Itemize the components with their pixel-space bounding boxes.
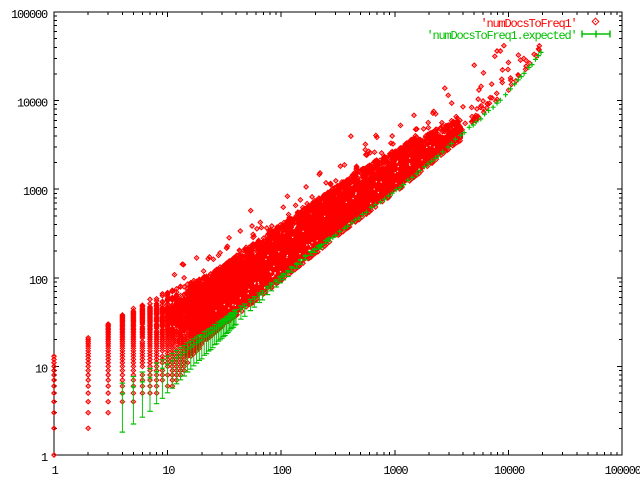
svg-text:10: 10 xyxy=(162,464,175,478)
svg-text:10000: 10000 xyxy=(494,464,525,478)
svg-text:1000: 1000 xyxy=(383,464,408,478)
svg-text:100000: 100000 xyxy=(605,464,640,478)
svg-text:100000: 100000 xyxy=(11,8,48,22)
svg-text:100: 100 xyxy=(273,464,292,478)
svg-text:1: 1 xyxy=(41,451,48,465)
svg-text:10000: 10000 xyxy=(17,97,48,111)
svg-text:'numDocsToFreq1': 'numDocsToFreq1' xyxy=(480,17,576,31)
svg-text:1000: 1000 xyxy=(23,185,48,199)
svg-text:100: 100 xyxy=(29,274,48,288)
svg-text:10: 10 xyxy=(35,362,48,376)
svg-text:'numDocsToFreq1.expected': 'numDocsToFreq1.expected' xyxy=(426,29,576,43)
svg-text:1: 1 xyxy=(52,464,59,478)
